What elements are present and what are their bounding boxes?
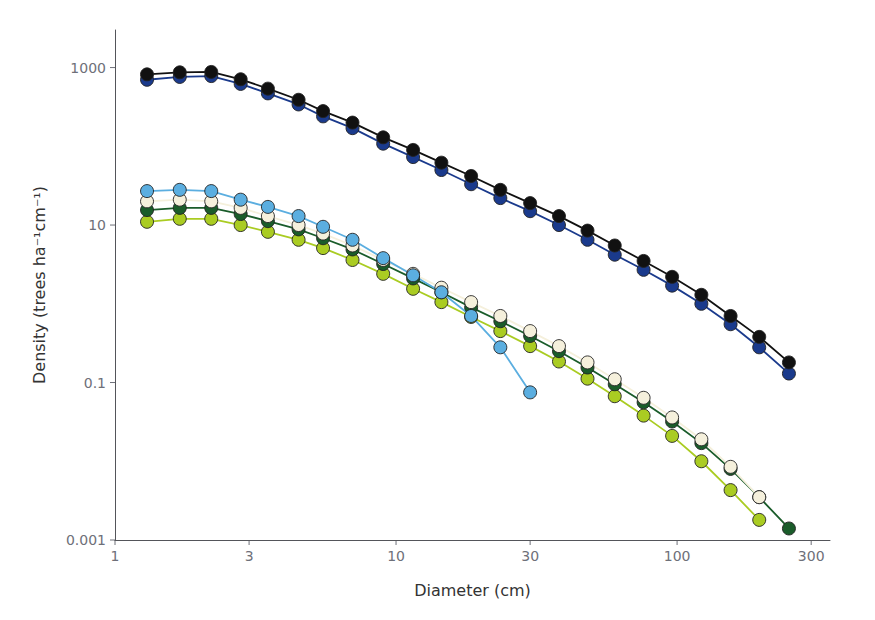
- svg-text:Diameter (cm): Diameter (cm): [414, 581, 531, 600]
- svg-text:Density (trees ha⁻¹cm⁻¹): Density (trees ha⁻¹cm⁻¹): [30, 186, 49, 384]
- svg-text:10: 10: [387, 548, 405, 564]
- svg-text:0.1: 0.1: [84, 375, 106, 391]
- svg-text:3: 3: [245, 548, 254, 564]
- svg-text:1: 1: [111, 548, 120, 564]
- svg-text:100: 100: [664, 548, 691, 564]
- svg-text:30: 30: [521, 548, 539, 564]
- svg-text:0.001: 0.001: [66, 532, 106, 548]
- svg-text:300: 300: [798, 548, 825, 564]
- svg-text:1000: 1000: [70, 60, 106, 76]
- svg-text:10: 10: [88, 217, 106, 233]
